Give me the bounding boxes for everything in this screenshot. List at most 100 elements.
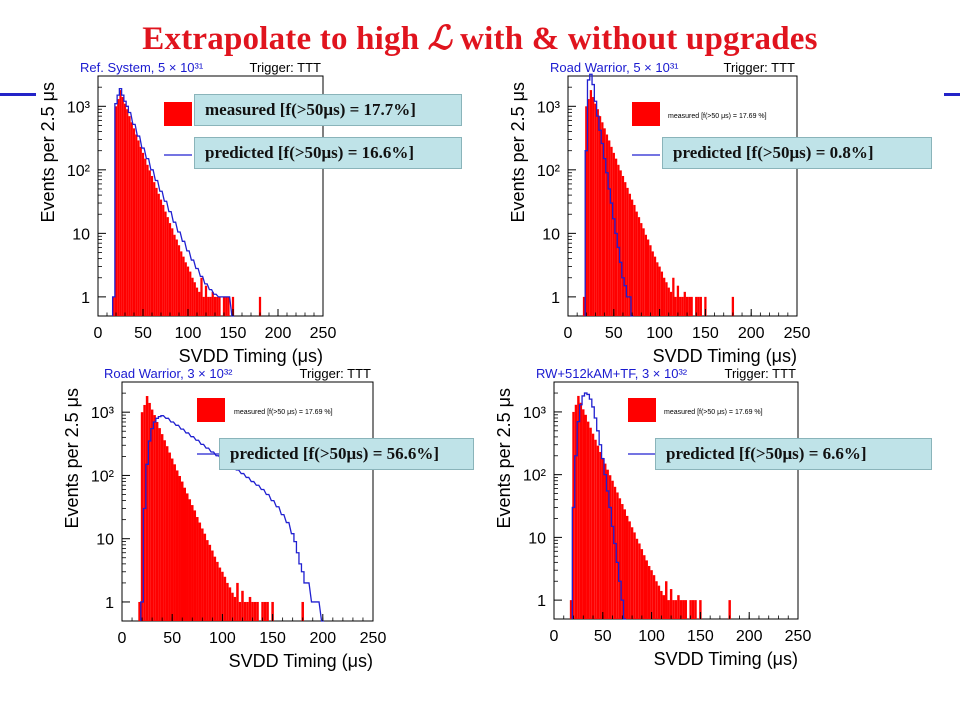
measured-bar xyxy=(625,515,629,619)
measured-bar xyxy=(643,555,646,619)
measured-bar xyxy=(157,193,160,316)
x-tick-label: 200 xyxy=(309,630,336,647)
measured-bar xyxy=(213,296,217,316)
legend-measured-swatch xyxy=(164,102,192,126)
measured-bar xyxy=(647,239,650,316)
measured-bar xyxy=(160,434,164,621)
measured-bar xyxy=(731,296,735,316)
measured-bar xyxy=(301,601,304,621)
measured-bar xyxy=(665,581,668,619)
measured-bar xyxy=(681,296,684,316)
measured-bar xyxy=(605,134,609,316)
histogram-ref-system: 0 50 100 150 200 250 1 10 10² 10³ SVDD Timing (μs)… xyxy=(38,60,336,366)
measured-bar xyxy=(227,296,230,316)
chart-panel-road-warrior-3e32: 0 50 100 150 200 250 1 10 10² 10³ SVDD Timing (μs)… xyxy=(0,366,480,671)
measured-bar xyxy=(608,140,611,316)
measured-bar xyxy=(690,296,693,316)
predicted-series-line xyxy=(571,392,626,620)
measured-bar xyxy=(139,146,142,316)
x-tick-label: 50 xyxy=(163,630,181,647)
measured-bar xyxy=(672,277,675,316)
measured-bar xyxy=(596,445,600,619)
measured-bar xyxy=(226,582,229,621)
measured-bar xyxy=(204,285,208,316)
legend-measured-small-text: measured [f(>50 μs) = 17.69 %] xyxy=(664,409,763,416)
measured-bar xyxy=(572,411,575,619)
measured-bar xyxy=(633,204,636,316)
measured-bar xyxy=(665,282,668,316)
x-tick-label: 0 xyxy=(550,628,559,645)
legend-predicted-box: predicted [f(>50μs) = 16.6%] xyxy=(194,137,462,169)
measured-bar xyxy=(586,421,590,619)
measured-bar xyxy=(178,475,181,621)
measured-bar xyxy=(128,116,131,316)
measured-bar xyxy=(704,296,707,316)
slide-title: Extrapolate to high ℒ with & without upg… xyxy=(0,18,960,58)
legend-predicted-text: predicted [f(>50μs) = 56.6%] xyxy=(230,444,440,463)
measured-bar xyxy=(202,296,205,316)
y-tick-label: 10 xyxy=(528,530,546,547)
measured-bar xyxy=(248,596,252,621)
measured-bar xyxy=(669,291,673,316)
measured-bar xyxy=(660,271,664,316)
measured-bar xyxy=(246,601,249,621)
measured-bar xyxy=(649,245,652,316)
y-tick-label: 1 xyxy=(81,290,90,307)
measured-bar xyxy=(660,590,663,619)
measured-bar xyxy=(223,576,227,621)
measured-bar xyxy=(651,251,654,316)
measured-bar xyxy=(694,600,697,619)
measured-bar xyxy=(638,543,641,619)
y-tick-label: 10³ xyxy=(67,99,91,116)
measured-bar xyxy=(603,128,606,316)
right-accent-line xyxy=(944,93,960,96)
measured-bar xyxy=(163,440,166,621)
measured-bar xyxy=(243,601,247,621)
measured-bar xyxy=(663,277,666,316)
title-prefix: Extrapolate to high xyxy=(142,21,428,57)
x-tick-label: 150 xyxy=(220,325,247,342)
legend-measured-small-text: measured [f(>50 μs) = 17.69 %] xyxy=(234,409,333,416)
measured-bar xyxy=(203,533,207,621)
legend-measured-swatch xyxy=(197,398,225,422)
measured-bar xyxy=(679,600,683,619)
measured-bar xyxy=(677,595,680,619)
measured-bar xyxy=(153,415,156,621)
predicted-series-line xyxy=(111,87,235,317)
measured-bar xyxy=(236,582,239,621)
y-tick-label: 10 xyxy=(542,226,560,243)
measured-bar xyxy=(624,182,627,316)
measured-bar xyxy=(119,90,122,316)
x-tick-label: 100 xyxy=(646,325,673,342)
legend-measured-swatch xyxy=(632,102,660,126)
measured-bar xyxy=(594,439,597,619)
measured-bar xyxy=(233,596,237,621)
measured-bar xyxy=(657,585,661,619)
measured-bar xyxy=(619,170,622,316)
measured-bar xyxy=(266,601,269,621)
legend-predicted-box: predicted [f(>50μs) = 6.6%] xyxy=(655,438,932,470)
y-tick-label: 10 xyxy=(96,532,114,549)
y-tick-label: 10³ xyxy=(537,99,561,116)
y-axis-label: Events per 2.5 μs xyxy=(508,82,528,222)
measured-bar xyxy=(640,223,643,316)
y-axis-label: Events per 2.5 μs xyxy=(494,388,514,528)
measured-bar xyxy=(261,601,264,621)
measured-bar xyxy=(674,296,677,316)
x-tick-label: 50 xyxy=(605,325,623,342)
legend-measured-small-text: measured [f(>50 μs) = 17.69 %] xyxy=(668,113,767,120)
measured-bar xyxy=(656,262,659,316)
chart-panel-ref-system: 0 50 100 150 200 250 1 10 10² 10³ SVDD Timing (μs)… xyxy=(0,60,480,367)
measured-bar xyxy=(148,402,151,621)
measured-bar xyxy=(135,134,138,316)
x-tick-label: 200 xyxy=(738,325,765,342)
measured-bar xyxy=(143,404,146,621)
x-tick-label: 250 xyxy=(360,630,387,647)
y-tick-label: 10³ xyxy=(523,405,547,422)
measured-bar xyxy=(216,561,219,621)
measured-bar xyxy=(170,458,174,621)
measured-bar xyxy=(180,481,184,621)
measured-bar xyxy=(604,463,607,619)
measured-bar xyxy=(221,571,224,621)
x-tick-label: 50 xyxy=(594,628,612,645)
